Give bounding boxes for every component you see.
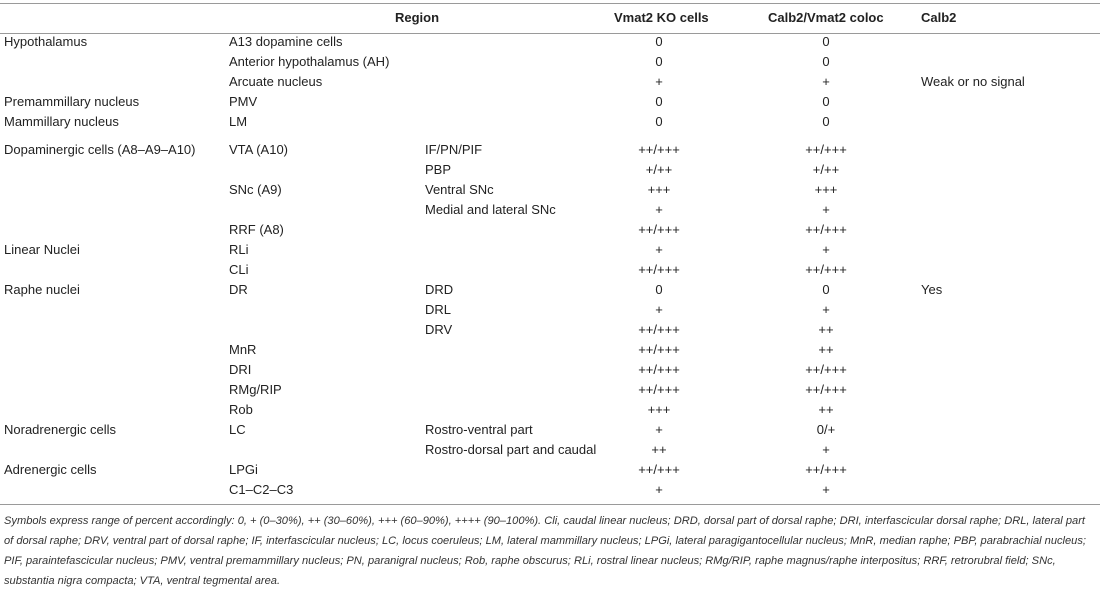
cell-subdivision: Rostro-ventral part [425, 422, 533, 437]
cell-coloc: ++/+++ [805, 382, 847, 397]
cell-vmat2-ko: ++/+++ [638, 342, 680, 357]
cell-coloc: ++/+++ [805, 222, 847, 237]
cell-vmat2-ko: + [655, 482, 663, 497]
cell-coloc: ++/+++ [805, 462, 847, 477]
cell-coloc: + [822, 482, 830, 497]
cell-subdivision: DRL [425, 302, 452, 317]
header-rule [0, 33, 1100, 34]
cell-calb2: Weak or no signal [921, 74, 1025, 89]
cell-subdivision: Rostro-dorsal part and caudal [425, 442, 597, 457]
cell-vmat2-ko: + [655, 74, 663, 89]
cell-coloc: + [822, 74, 830, 89]
cell-subregion: DR [229, 282, 248, 297]
cell-subregion: LPGi [229, 462, 258, 477]
cell-vmat2-ko: ++/+++ [638, 262, 680, 277]
cell-vmat2-ko: 0 [655, 282, 663, 297]
cell-subdivision: PBP [425, 162, 452, 177]
cell-subregion: Rob [229, 402, 253, 417]
cell-subdivision: Medial and lateral SNc [425, 202, 556, 217]
cell-coloc: 0 [822, 282, 830, 297]
cell-subregion: CLi [229, 262, 249, 277]
cell-group: Raphe nuclei [4, 282, 80, 297]
header-vmat2-ko: Vmat2 KO cells [614, 10, 709, 25]
cell-subregion: LC [229, 422, 246, 437]
bottom-rule [0, 504, 1100, 505]
cell-group: Adrenergic cells [4, 462, 97, 477]
cell-coloc: ++ [818, 342, 834, 357]
cell-subregion: SNc (A9) [229, 182, 282, 197]
cell-group: Noradrenergic cells [4, 422, 116, 437]
cell-coloc: ++/+++ [805, 262, 847, 277]
cell-coloc: + [822, 242, 830, 257]
cell-subregion: LM [229, 114, 248, 129]
cell-subregion: RRF (A8) [229, 222, 284, 237]
cell-subregion: DRI [229, 362, 252, 377]
cell-vmat2-ko: 0 [655, 114, 663, 129]
cell-vmat2-ko: ++/+++ [638, 322, 680, 337]
cell-subregion: RLi [229, 242, 249, 257]
cell-vmat2-ko: + [655, 422, 663, 437]
cell-vmat2-ko: +++ [647, 182, 671, 197]
cell-calb2: Yes [921, 282, 943, 297]
cell-coloc: 0 [822, 94, 830, 109]
cell-coloc: + [822, 202, 830, 217]
cell-group: Premammillary nucleus [4, 94, 140, 109]
cell-vmat2-ko: ++/+++ [638, 382, 680, 397]
cell-vmat2-ko: ++/+++ [638, 362, 680, 377]
cell-subdivision: Ventral SNc [425, 182, 494, 197]
cell-coloc: +++ [814, 182, 838, 197]
cell-subregion: C1–C2–C3 [229, 482, 294, 497]
cell-group: Mammillary nucleus [4, 114, 119, 129]
cell-group: Hypothalamus [4, 34, 88, 49]
cell-coloc: + [822, 442, 830, 457]
cell-vmat2-ko: ++/+++ [638, 222, 680, 237]
cell-vmat2-ko: + [655, 202, 663, 217]
cell-group: Dopaminergic cells (A8–A9–A10) [4, 142, 196, 157]
cell-vmat2-ko: +++ [647, 402, 671, 417]
cell-coloc: + [822, 302, 830, 317]
cell-vmat2-ko: 0 [655, 94, 663, 109]
cell-vmat2-ko: 0 [655, 34, 663, 49]
cell-subregion: MnR [229, 342, 257, 357]
cell-coloc: ++/+++ [805, 142, 847, 157]
cell-vmat2-ko: + [655, 302, 663, 317]
cell-vmat2-ko: 0 [655, 54, 663, 69]
header-region: Region [395, 10, 440, 25]
table-footnote: Symbols express range of percent accordi… [4, 515, 1086, 587]
cell-vmat2-ko: ++/+++ [638, 462, 680, 477]
cell-subdivision: DRD [425, 282, 454, 297]
cell-subdivision: DRV [425, 322, 453, 337]
cell-coloc: ++ [818, 322, 834, 337]
cell-coloc: 0 [822, 54, 830, 69]
cell-vmat2-ko: + [655, 242, 663, 257]
cell-coloc: ++/+++ [805, 362, 847, 377]
cell-subregion: PMV [229, 94, 258, 109]
top-rule [0, 3, 1100, 4]
cell-coloc: +/++ [812, 162, 840, 177]
header-coloc: Calb2/Vmat2 coloc [768, 10, 884, 25]
cell-subregion: RMg/RIP [229, 382, 282, 397]
cell-vmat2-ko: ++ [651, 442, 667, 457]
cell-subdivision: IF/PN/PIF [425, 142, 483, 157]
cell-subregion: Anterior hypothalamus (AH) [229, 54, 390, 69]
cell-subregion: A13 dopamine cells [229, 34, 343, 49]
cell-subregion: Arcuate nucleus [229, 74, 323, 89]
cell-vmat2-ko: +/++ [645, 162, 673, 177]
header-calb2: Calb2 [921, 10, 957, 25]
cell-coloc: ++ [818, 402, 834, 417]
cell-coloc: 0/+ [816, 422, 836, 437]
cell-subregion: VTA (A10) [229, 142, 289, 157]
cell-vmat2-ko: ++/+++ [638, 142, 680, 157]
cell-group: Linear Nuclei [4, 242, 80, 257]
cell-coloc: 0 [822, 34, 830, 49]
cell-coloc: 0 [822, 114, 830, 129]
